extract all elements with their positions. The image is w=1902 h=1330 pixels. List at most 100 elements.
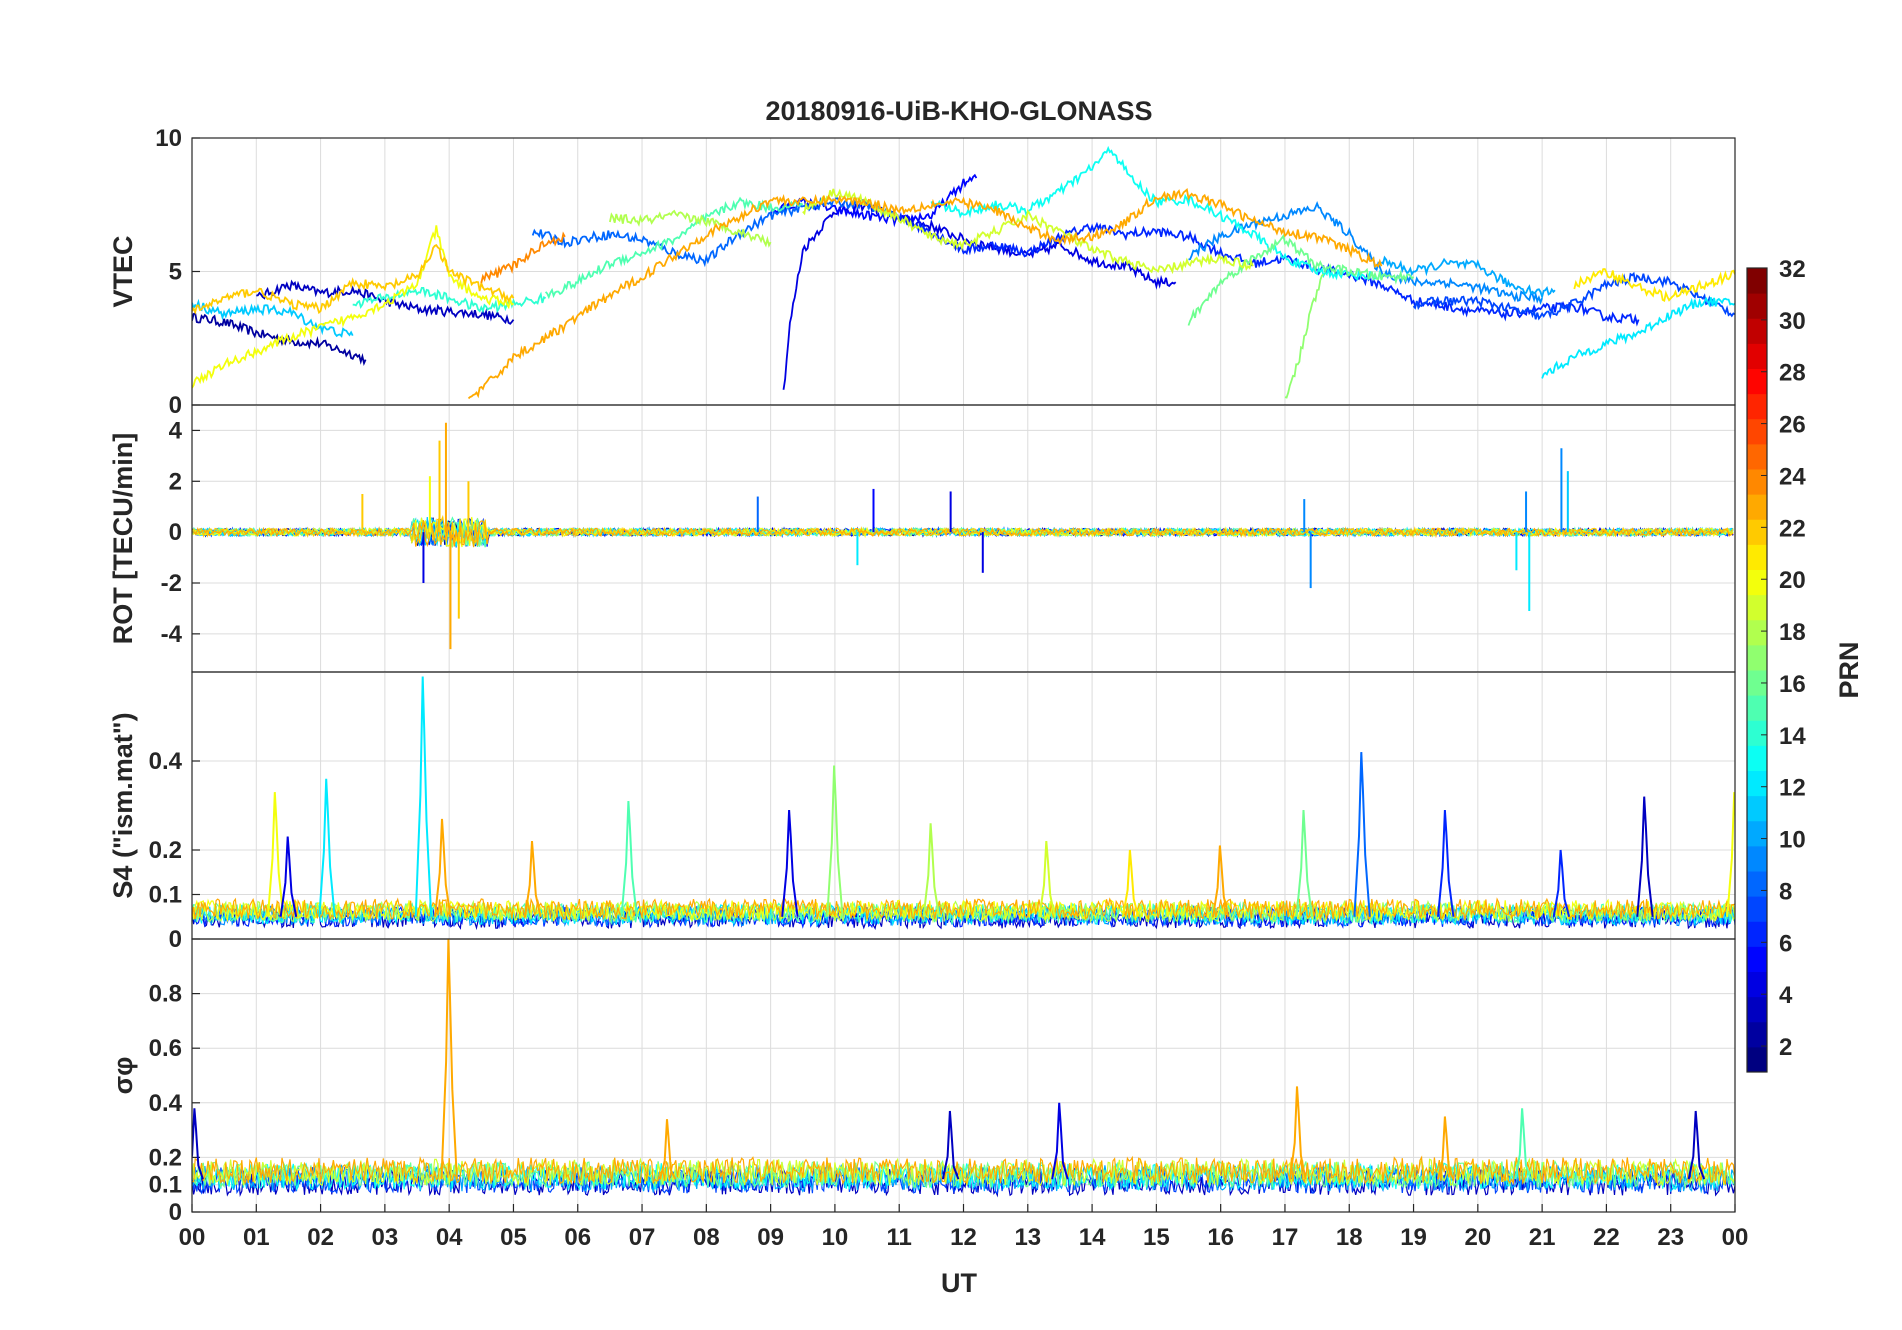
peak-mark — [1051, 1102, 1069, 1180]
colorbar-swatch — [1747, 971, 1767, 998]
y-axis-label-vtec: VTEC — [108, 235, 138, 307]
peak-mark — [1552, 849, 1571, 918]
peak-mark — [1726, 792, 1735, 917]
series-line-prn-22 — [192, 243, 515, 315]
y-axis-label-sigma_phi: σφ — [108, 1057, 138, 1095]
y-tick-label: 0 — [169, 926, 182, 953]
colorbar-tick-label: 2 — [1779, 1034, 1792, 1061]
peak-mark — [922, 823, 941, 917]
colorbar-swatch — [1747, 519, 1767, 545]
x-tick-label: 17 — [1272, 1224, 1299, 1251]
series-group-rot — [192, 422, 1734, 650]
x-tick-label: 23 — [1657, 1224, 1684, 1251]
series-group-s4 — [192, 676, 1735, 931]
y-tick-label: 0.4 — [149, 748, 183, 775]
colorbar-tick-label: 28 — [1779, 360, 1806, 387]
y-tick-label: 0.8 — [149, 981, 182, 1008]
x-axis-label: UT — [941, 1268, 977, 1298]
colorbar-swatch — [1747, 343, 1767, 369]
colorbar-swatch — [1747, 670, 1767, 696]
colorbar-swatch — [1747, 921, 1767, 947]
y-tick-label: 0 — [169, 519, 182, 546]
colorbar-swatch — [1747, 795, 1767, 822]
y-tick-label: 0.4 — [149, 1090, 183, 1117]
x-tick-label: 13 — [1014, 1224, 1041, 1251]
x-tick-label: 00 — [179, 1224, 206, 1251]
colorbar-swatch — [1747, 996, 1767, 1023]
panel-rot: -4 -2 0 2 4 ROT [TECU/min] — [108, 404, 1736, 673]
y-tick-label: 0.6 — [149, 1035, 182, 1062]
x-tick-label: 21 — [1529, 1224, 1556, 1251]
x-tick-label: 19 — [1400, 1224, 1427, 1251]
peak-mark — [1437, 1116, 1455, 1180]
panel-s4: 0 0.1 0.2 0.4 S4 ("ism.mat") — [108, 671, 1736, 953]
colorbar-swatch — [1747, 1046, 1767, 1073]
x-tick-label: 14 — [1079, 1224, 1106, 1251]
colorbar-frame — [1746, 267, 1768, 1073]
colorbar-swatch — [1747, 845, 1767, 872]
colorbar-swatch — [1747, 695, 1767, 721]
colorbar-label: PRN — [1834, 641, 1864, 698]
y-tick-label: -4 — [161, 621, 183, 648]
colorbar-swatch — [1747, 293, 1767, 319]
x-tick-label: 09 — [757, 1224, 784, 1251]
colorbar-swatch — [1747, 494, 1767, 520]
peak-mark — [1212, 845, 1230, 918]
x-tick-label: 20 — [1464, 1224, 1491, 1251]
y-tick-label: 0 — [169, 1199, 182, 1226]
series-group-vtec — [192, 145, 1735, 400]
peak-mark — [1687, 1110, 1706, 1180]
peak-mark — [1636, 796, 1654, 917]
series-line-prn-11 — [192, 298, 354, 338]
x-tick-label: 01 — [243, 1224, 270, 1251]
colorbar-swatch — [1747, 896, 1767, 922]
y-tick-label: 0.1 — [149, 1172, 182, 1199]
colorbar-swatch — [1747, 594, 1767, 621]
colorbar-swatch — [1747, 770, 1767, 797]
colorbar-swatch — [1747, 443, 1767, 470]
colorbar-swatch — [1747, 544, 1767, 570]
y-tick-label: 0 — [169, 392, 182, 419]
peak-mark — [659, 1119, 677, 1180]
peak-mark — [440, 939, 458, 1180]
colorbar-tick-label: 30 — [1779, 308, 1806, 335]
peak-mark — [620, 800, 638, 917]
peak-mark — [266, 792, 285, 917]
colorbar-tick-label: 4 — [1779, 982, 1793, 1009]
peak-mark — [826, 765, 844, 917]
colorbar-swatch — [1747, 745, 1767, 771]
x-tick-label: 10 — [822, 1224, 849, 1251]
peak-mark — [279, 836, 298, 917]
x-tick-label: 04 — [436, 1224, 463, 1251]
colorbar-swatch — [1747, 720, 1767, 746]
colorbar-tick-label: 12 — [1779, 775, 1806, 802]
y-axis-label-rot: ROT [TECU/min] — [108, 433, 138, 644]
series-line-prn-19 — [802, 188, 1254, 275]
colorbar-swatch — [1747, 1021, 1767, 1048]
y-tick-label: 0.2 — [149, 837, 182, 864]
x-tick-label: 02 — [307, 1224, 334, 1251]
series-line-prn-9 — [1188, 200, 1543, 305]
colorbar-tick-label: 32 — [1779, 256, 1806, 283]
colorbar-tick-label: 10 — [1779, 827, 1806, 854]
peak-mark — [1437, 809, 1455, 917]
colorbar-tick-label: 22 — [1779, 515, 1806, 542]
x-tick-label: 00 — [1722, 1224, 1749, 1251]
peak-mark — [192, 1108, 204, 1180]
colorbar-tick-label: 6 — [1779, 930, 1792, 957]
x-tick-label: 03 — [372, 1224, 399, 1251]
x-tick-label: 05 — [500, 1224, 527, 1251]
x-tick-label: 18 — [1336, 1224, 1363, 1251]
peak-mark — [1121, 849, 1140, 918]
x-tick-label: 22 — [1593, 1224, 1620, 1251]
colorbar-tick-label: 18 — [1779, 619, 1806, 646]
x-tick-label: 07 — [629, 1224, 656, 1251]
series-line-prn-16 — [1187, 233, 1415, 326]
colorbar-tick-label: 20 — [1779, 567, 1806, 594]
colorbar-swatch — [1747, 268, 1767, 294]
x-tick-label: 16 — [1207, 1224, 1234, 1251]
colorbar-swatch — [1747, 871, 1767, 897]
